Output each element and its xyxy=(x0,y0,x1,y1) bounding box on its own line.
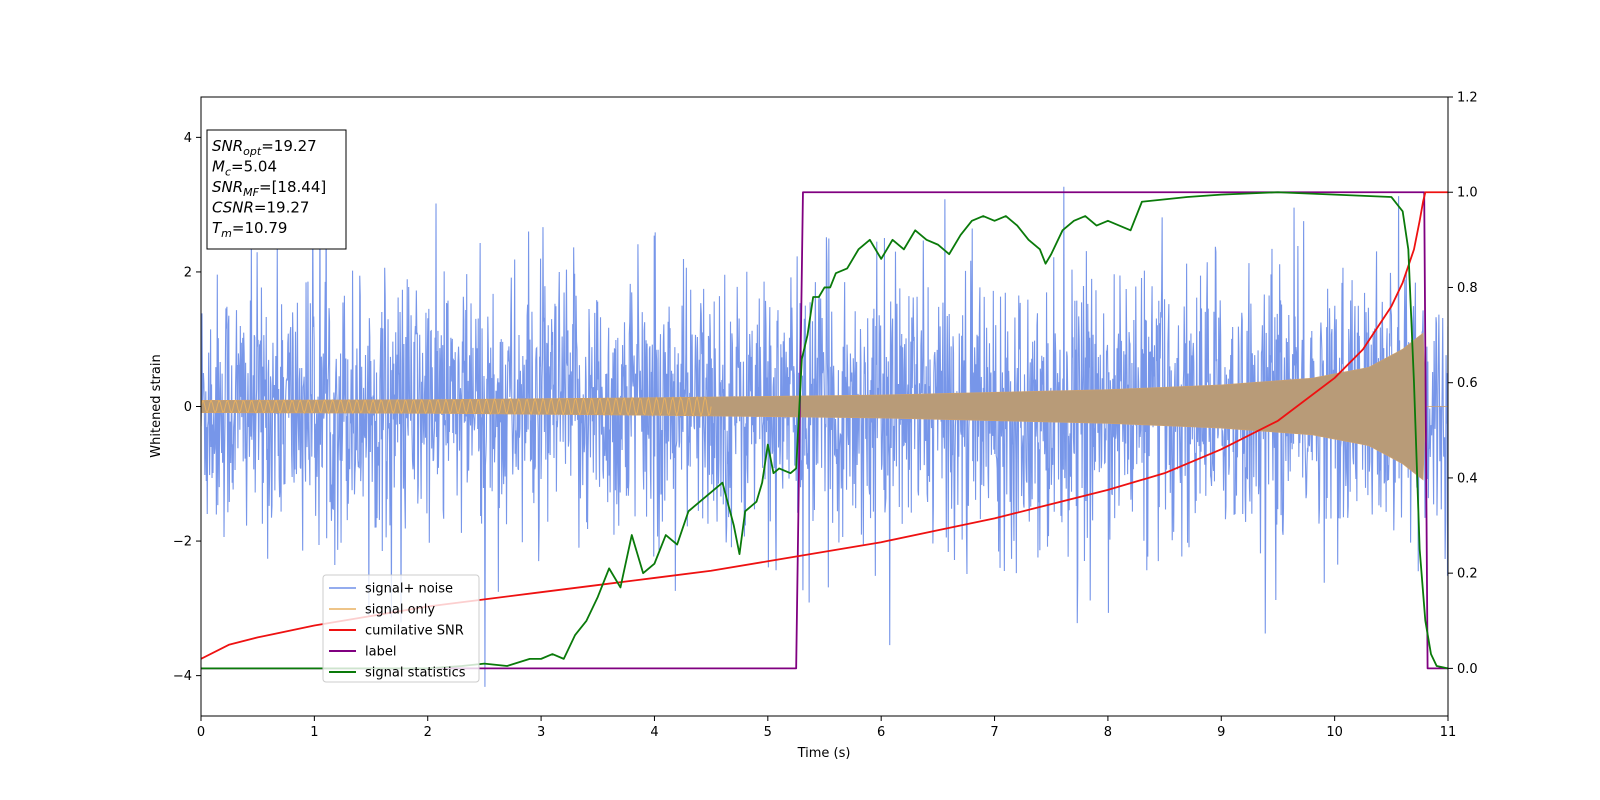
legend-frame xyxy=(322,574,480,683)
y-tick-label: −2 xyxy=(173,535,192,550)
legend-item-label: label xyxy=(329,645,396,660)
right-tick-label: 0.8 xyxy=(1457,281,1478,296)
info-symbol: SNR xyxy=(212,137,243,155)
x-tick-label: 2 xyxy=(424,725,432,740)
y-axis-ticks: 4 2 0 −2 −4 xyxy=(173,131,201,684)
info-subscript: MF xyxy=(243,186,259,199)
x-tick-label: 3 xyxy=(537,725,545,740)
info-box-frame xyxy=(206,129,347,250)
legend-label: signal statistics xyxy=(365,666,466,681)
right-axis-ticks: 1.2 1.0 0.8 0.6 0.4 0.2 0.0 xyxy=(1448,91,1478,677)
info-value: =19.27 xyxy=(261,137,317,155)
info-symbol: SNR xyxy=(212,178,243,196)
info-line: SNRMF=[18.44] xyxy=(212,178,326,199)
y-tick-label: −4 xyxy=(173,669,192,684)
x-tick-label: 7 xyxy=(990,725,998,740)
series-signal-statistics-line xyxy=(201,191,1448,670)
x-tick-label: 4 xyxy=(650,725,658,740)
y-tick-label: 2 xyxy=(184,265,192,280)
info-symbol: CSNR xyxy=(212,199,254,217)
right-tick-label: 0.4 xyxy=(1457,471,1478,486)
x-axis-ticks: 0 1 2 3 4 5 6 7 8 9 10 11 xyxy=(197,716,1456,740)
y-tick-label: 4 xyxy=(184,131,192,146)
right-tick-label: 1.0 xyxy=(1457,186,1478,201)
x-tick-label: 1 xyxy=(310,725,318,740)
info-value: =10.79 xyxy=(232,219,288,237)
info-subscript: opt xyxy=(243,145,262,158)
y-tick-label: 0 xyxy=(184,400,192,415)
info-line: CSNR=19.27 xyxy=(212,199,309,217)
info-line: SNRopt=19.27 xyxy=(212,137,317,158)
x-tick-label: 10 xyxy=(1326,725,1343,740)
x-tick-label: 5 xyxy=(764,725,772,740)
series-label-line xyxy=(201,191,1448,670)
info-value: =19.27 xyxy=(254,199,310,217)
x-tick-label: 8 xyxy=(1104,725,1112,740)
x-tick-label: 9 xyxy=(1217,725,1225,740)
info-line: Mc=5.04 xyxy=(212,158,277,179)
legend-item-signal-statistics: signal statistics xyxy=(329,666,466,681)
right-tick-label: 0.0 xyxy=(1457,662,1478,677)
legend-item-signal-noise: signal+ noise xyxy=(329,582,453,597)
legend-label: signal only xyxy=(365,603,435,618)
right-tick-label: 0.6 xyxy=(1457,376,1478,391)
legend-label: label xyxy=(365,645,396,660)
y-axis-label: Whitened strain xyxy=(149,354,164,457)
info-subscript: m xyxy=(221,227,232,240)
info-symbol: T xyxy=(212,219,223,237)
info-subscript: c xyxy=(225,166,231,179)
info-line: Tm=10.79 xyxy=(212,219,287,240)
legend-label: signal+ noise xyxy=(365,582,453,597)
right-tick-label: 0.2 xyxy=(1457,567,1478,582)
series-signal-only-line xyxy=(201,395,712,418)
x-tick-label: 11 xyxy=(1440,725,1457,740)
info-annotation-box: SNRopt=19.27Mc=5.04SNRMF=[18.44]CSNR=19.… xyxy=(206,129,347,250)
x-tick-label: 0 xyxy=(197,725,205,740)
legend-label: cumilative SNR xyxy=(365,624,464,639)
x-tick-label: 6 xyxy=(877,725,885,740)
legend-item-signal-only: signal only xyxy=(329,603,435,618)
chart-legend: signal+ noise signal only cumilative SNR la… xyxy=(322,574,480,683)
x-axis-label: Time (s) xyxy=(797,746,851,761)
legend-item-cumulative-snr: cumilative SNR xyxy=(329,624,464,639)
info-value: =[18.44] xyxy=(259,178,326,196)
info-value: =5.04 xyxy=(231,158,277,176)
right-tick-label: 1.2 xyxy=(1457,91,1478,106)
series-signal-only-band xyxy=(201,332,1448,481)
info-symbol: M xyxy=(212,158,225,176)
